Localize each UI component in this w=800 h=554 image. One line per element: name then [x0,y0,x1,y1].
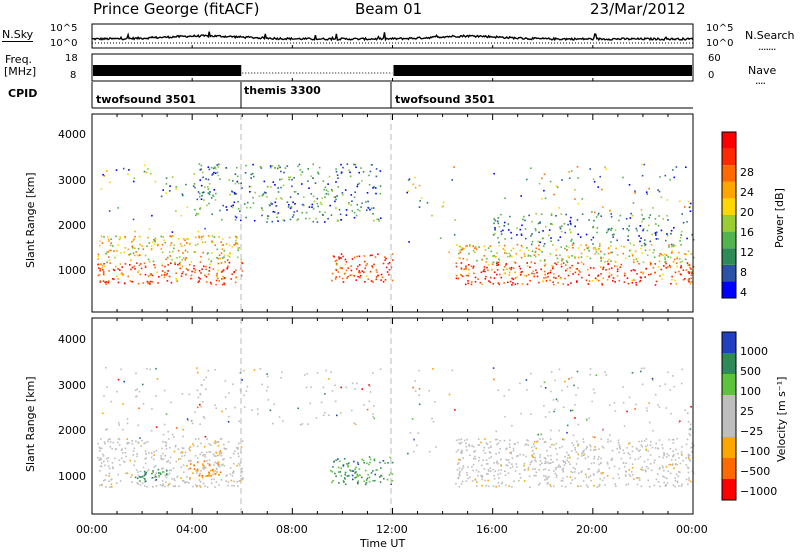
velocity-colorbar-label: Velocity [m s⁻¹] [775,376,788,462]
cpid-boundaries [240,114,392,514]
noise-trace [91,31,694,44]
velocity-cbar-swatch-4 [722,395,736,416]
noise-sky-label: N.Sky [2,28,34,42]
noise-left-tick-bottom: 10^0 [50,38,78,49]
cpid-label: CPID [8,87,38,100]
power-ytick-2000: 2000 [58,219,86,232]
velocity-ytick-1000: 1000 [58,470,86,483]
xtick-12: 12:00 [376,523,408,536]
xtick-20: 20:00 [576,523,608,536]
freq-left-tick-bottom: 8 [70,70,77,81]
nave-right-tick-bottom: 0 [708,70,715,81]
power-cbar-tick-8: 8 [740,266,747,279]
power-ylabel: Slant Range [km] [24,172,37,268]
axis-ticks [91,45,694,514]
freq-bars [93,65,692,76]
freq-left-tick-top: 18 [65,53,78,64]
power-cbar-tick-28: 28 [740,166,754,179]
power-cbar-swatch-6 [722,181,736,199]
vel-cbar-tick-1000: 1000 [740,345,768,358]
xtick-0: 00:00 [76,523,108,536]
power-cbar-tick-20: 20 [740,206,754,219]
freq-block-0 [93,65,242,76]
power-cbar-tick-16: 16 [740,226,754,239]
cpid-segment-2: themis 3300 [244,84,321,97]
power-cbar-swatch-2 [722,248,736,265]
velocity-cbar-swatch-5 [722,374,736,395]
velocity-cbar-swatch-6 [722,353,736,374]
xtick-24: 00:00 [676,523,708,536]
power-cbar-swatch-8 [722,148,736,166]
xtick-4: 04:00 [176,523,208,536]
date-title: 23/Mar/2012 [590,0,686,18]
power-cbar-swatch-7 [722,165,736,182]
velocity-ytick-3000: 3000 [58,379,86,392]
cpid-segment-1: twofsound 3501 [96,93,196,106]
velocity-cbar-swatch-1 [722,458,736,479]
power-cbar-swatch-9 [722,132,736,149]
power-scatter [97,163,695,286]
power-cbar-swatch-0 [722,281,736,298]
vel-cbar-tick-500: 500 [740,365,761,378]
velocity-panel-frame [91,317,694,515]
station-title: Prince George (fitACF) [93,0,260,18]
noise-left-tick-top: 10^5 [50,23,78,34]
cpid-lines [91,82,693,109]
xaxis-label: Time UT [360,537,406,550]
power-colorbar [721,131,737,299]
freq-label: Freq. [5,53,33,66]
power-cbar-tick-24: 24 [740,186,754,199]
nave-right-tick-top: 60 [708,53,721,64]
nave-label: Nave [748,64,777,77]
beam-title: Beam 01 [355,0,423,18]
power-ytick-4000: 4000 [58,128,86,141]
power-cbar-tick-4: 4 [740,286,747,299]
power-cbar-swatch-4 [722,215,736,232]
power-cbar-swatch-1 [722,264,736,282]
noise-sky-line [91,31,694,42]
power-cbar-swatch-3 [722,231,736,249]
xtick-16: 16:00 [476,523,508,536]
power-colorbar-label: Power [dB] [773,188,786,248]
noise-search-label: N.Search [745,29,795,42]
power-cbar-swatch-5 [722,198,736,215]
velocity-cbar-swatch-0 [722,479,736,500]
cpid-segment-3: twofsound 3501 [395,93,495,106]
freq-block-2 [393,65,692,76]
power-ytick-1000: 1000 [58,264,86,277]
power-cbar-tick-12: 12 [740,246,754,259]
velocity-colorbar [721,331,737,501]
vel-cbar-tick-m1000: −1000 [740,485,778,498]
vel-cbar-tick-m100: −100 [740,445,771,458]
velocity-ytick-2000: 2000 [58,424,86,437]
power-panel-frame [91,113,694,313]
velocity-cbar-swatch-2 [722,437,736,458]
noise-right-tick-bottom: 10^0 [706,38,734,49]
vel-cbar-tick-m500: −500 [740,465,771,478]
power-ytick-3000: 3000 [58,174,86,187]
noise-right-tick-top: 10^5 [706,23,734,34]
freq-unit-label: [MHz] [4,65,37,78]
velocity-cbar-swatch-3 [722,416,736,437]
velocity-cbar-swatch-7 [722,332,736,353]
nave-dots: .... [755,74,766,87]
vel-cbar-tick-m25: −25 [740,425,764,438]
noise-search-dots: ....... [758,40,777,53]
xtick-8: 08:00 [276,523,308,536]
vel-cbar-tick-100: 100 [740,385,761,398]
velocity-ytick-4000: 4000 [58,333,86,346]
velocity-ylabel: Slant Range [km] [24,376,37,472]
vel-cbar-tick-25: 25 [740,405,754,418]
velocity-scatter [97,366,695,489]
